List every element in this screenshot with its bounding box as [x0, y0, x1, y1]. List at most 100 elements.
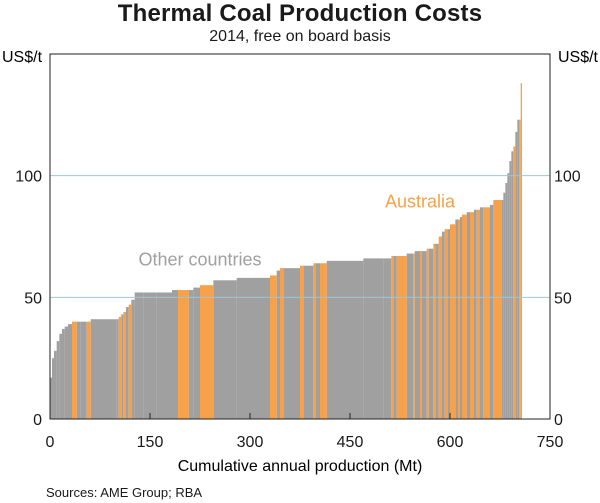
bar-other: [90, 319, 117, 419]
bar-other: [350, 260, 364, 419]
bar-other: [56, 341, 60, 419]
bar-australia: [200, 285, 214, 419]
bar-other: [422, 251, 427, 419]
bar-australia: [470, 212, 474, 419]
bar-australia: [320, 263, 327, 419]
bar-australia: [313, 263, 316, 419]
plot-frame: [49, 53, 551, 420]
bar-australia: [493, 200, 502, 419]
bar-australia: [86, 321, 91, 419]
bar-australia: [426, 248, 429, 419]
bar-other: [509, 161, 512, 420]
bar-australia: [483, 207, 490, 419]
bar-australia: [391, 255, 394, 419]
bar-other: [406, 253, 414, 419]
bar-other: [172, 290, 178, 419]
bar-other: [156, 292, 172, 419]
x-tick-label: 300: [237, 434, 264, 451]
x-tick-label: 600: [437, 434, 464, 451]
bar-other: [414, 251, 420, 419]
bar-other: [515, 131, 518, 419]
x-axis-label: Cumulative annual production (Mt): [178, 458, 423, 475]
y-tick-label-left: 100: [15, 169, 42, 186]
bar-australia: [438, 236, 442, 419]
bar-australia: [270, 275, 277, 419]
annotation-other-countries: Other countries: [138, 250, 261, 270]
bar-australia: [280, 268, 284, 419]
bar-layer: [50, 83, 522, 420]
bar-australia: [444, 229, 448, 419]
bar-australia: [433, 243, 436, 419]
bar-other: [121, 314, 124, 419]
bar-other: [503, 192, 506, 419]
bar-other: [62, 328, 65, 419]
y-tick-label-right: 100: [554, 169, 581, 186]
bar-other: [188, 290, 194, 419]
annotation-australia: Australia: [385, 191, 456, 211]
chart-subtitle: 2014, free on board basis: [209, 28, 391, 45]
bar-other: [466, 212, 470, 419]
bar-australia: [462, 214, 467, 419]
bar-other: [383, 258, 392, 419]
y-axis-label-right: US$/t: [558, 49, 599, 66]
bar-other: [502, 200, 504, 419]
bar-other: [116, 319, 119, 419]
bar-other: [393, 255, 397, 419]
bar-other: [511, 151, 514, 420]
bar-australia: [450, 224, 456, 419]
annotation-layer: Other countries Australia: [138, 191, 456, 269]
bar-other: [428, 248, 434, 419]
source-note: Sources: AME Group; RBA: [46, 485, 203, 500]
bar-other: [134, 292, 144, 419]
y-tick-label-left: 0: [33, 412, 42, 429]
bar-other: [59, 333, 62, 419]
bar-australia: [476, 209, 480, 419]
bar-australia: [513, 146, 516, 419]
bar-other: [52, 358, 54, 419]
bar-other: [80, 321, 87, 419]
bar-other: [315, 263, 320, 419]
y-tick-label-left: 50: [24, 290, 42, 307]
chart-title: Thermal Coal Production Costs: [117, 0, 483, 27]
y-tick-label-right: 0: [554, 412, 563, 429]
bar-other: [64, 326, 68, 419]
bar-other: [50, 377, 52, 419]
bar-australia: [178, 290, 189, 419]
bar-other: [474, 209, 477, 419]
bar-other: [507, 173, 510, 419]
bar-other: [54, 350, 57, 419]
y-tick-label-right: 50: [554, 290, 572, 307]
bar-australia: [413, 253, 415, 419]
bar-other: [236, 277, 270, 419]
bar-other: [76, 321, 81, 419]
bar-australia: [520, 83, 522, 419]
bar-australia: [128, 304, 132, 419]
bar-other: [68, 324, 72, 419]
bar-other: [193, 287, 200, 419]
bar-other: [126, 307, 129, 419]
bar-australia: [118, 316, 122, 419]
bar-australia: [458, 219, 460, 419]
bar-other: [326, 260, 350, 419]
bar-other: [505, 182, 508, 419]
x-tick-label: 150: [137, 434, 164, 451]
bar-australia: [519, 119, 521, 419]
bar-other: [442, 231, 445, 419]
y-axis-label-left: US$/t: [2, 49, 43, 66]
x-tick-label: 750: [537, 434, 564, 451]
bar-australia: [300, 265, 304, 419]
bar-other: [435, 243, 439, 419]
bar-other: [480, 207, 484, 419]
bar-other: [283, 268, 300, 419]
x-tick-label: 0: [46, 434, 55, 451]
bar-australia: [123, 311, 126, 419]
bar-other: [447, 229, 450, 419]
bar-other: [303, 265, 314, 419]
bar-australia: [72, 321, 77, 419]
bar-australia: [420, 251, 422, 419]
bar-australia: [396, 255, 407, 419]
bar-other: [517, 119, 520, 419]
bar-other: [490, 204, 494, 419]
bar-other: [143, 292, 157, 419]
